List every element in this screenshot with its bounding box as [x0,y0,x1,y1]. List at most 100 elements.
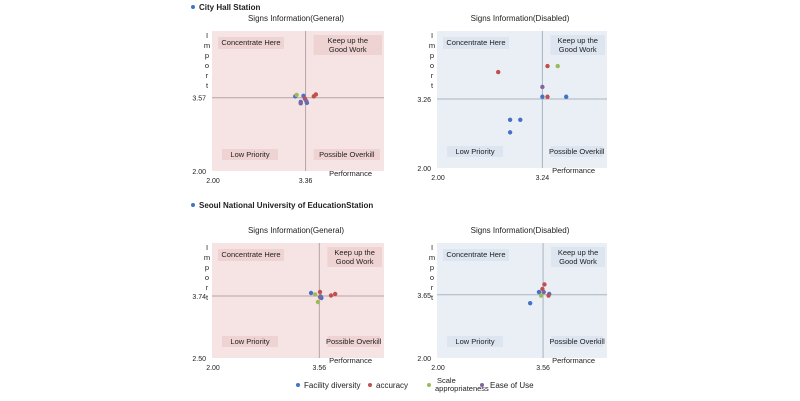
legend-label-line: Scale [437,376,456,385]
y-tick-label: 3.57 [192,96,206,103]
x-axis-label: Performance [552,166,595,175]
y-axis-label-letter: r [431,283,434,292]
y-axis-label-letter: I [206,243,208,252]
data-point [546,293,551,298]
x-tick-label: 2.00 [431,365,445,372]
legend-label-line: appropriateness [435,384,489,393]
chart-title: Signs Information(Disabled) [471,14,570,23]
data-point [294,92,299,98]
chart-title: Signs Information(General) [248,14,344,23]
data-point [328,293,334,298]
y-axis-label-letter: m [204,253,210,262]
quadrant-label-keep-up-the-good-work-box [551,247,605,267]
y-axis-label-letter: r [206,71,209,80]
y-tick-label: 3.74 [192,294,206,301]
y-tick-label: 2.00 [417,356,431,363]
data-point [332,291,338,297]
section-title: City Hall Station [199,3,260,12]
quadrant-label-keep-up-the-good-work: Good Work [559,45,597,54]
quadrant-label-concentrate-here: Concentrate Here [221,38,280,47]
data-point [518,117,523,122]
data-point [536,289,542,295]
y-tick-label: 3.26 [417,97,431,104]
y-tick-label: 3.65 [417,293,431,300]
y-tick-label: 2.00 [417,166,431,173]
quadrant-label-low-priority: Low Priority [455,147,494,156]
chart-title: Signs Information(General) [248,226,344,235]
x-tick-label: 2.00 [206,178,220,185]
chart-title: Signs Information(Disabled) [471,226,570,235]
legend-label: Facility diversity [304,381,360,390]
quadrant-label-concentrate-here-box [443,249,509,261]
chart-panels: Signs Information(General) Concentrate He… [192,14,607,372]
y-axis-label-letter: o [205,61,209,70]
quadrant-label-keep-up-the-good-work-box [327,247,382,267]
y-axis-label-letter: o [430,273,434,282]
quadrant-label-keep-up-the-good-work: Keep up the [558,248,598,257]
quadrant-label-low-priority-box [222,149,278,160]
y-axis-label-letter: r [206,283,209,292]
data-point [313,292,318,297]
y-axis-label-letter: t [206,293,209,302]
data-point [527,300,533,306]
quadrant-label-possible-overkill: Possible Overkill [319,150,375,159]
data-point [542,282,547,287]
quadrant-label-concentrate-here: Concentrate Here [446,250,505,259]
quadrant-label-keep-up-the-good-work: Keep up the [557,36,597,45]
data-point [304,98,309,104]
data-point [298,101,303,106]
quadrant-label-keep-up-the-good-work: Keep up the [334,248,374,257]
quadrant-label-keep-up-the-good-work: Good Work [329,45,367,54]
quadrant-label-low-priority-box [447,336,503,347]
x-tick-label: 3.56 [313,365,327,372]
y-axis-label-letter: p [430,263,434,272]
data-point [308,290,314,296]
data-point [496,69,501,75]
data-point [507,130,513,135]
chart-panel: Signs Information(General) Concentrate He… [192,226,384,372]
y-axis-label-letter: I [431,31,433,40]
data-point [540,84,545,90]
x-axis-label: Performance [329,356,372,365]
quadrant-label-concentrate-here-box [218,249,284,261]
quadrant-label-low-priority-box [447,146,503,157]
y-axis-label-letter: o [430,61,434,70]
x-tick-label: 3.56 [536,365,550,372]
y-axis-label-letter: t [431,293,434,302]
data-point [315,299,321,305]
chart-panel: Signs Information(Disabled) Concentrate H… [417,14,607,182]
legend-swatch-facility-diversity [296,383,300,387]
y-axis-label-letter: m [204,41,210,50]
data-point [313,92,319,97]
data-point [538,293,544,298]
y-axis-label-letter: p [205,51,209,60]
quadrant-label-keep-up-the-good-work-box [313,35,382,55]
data-point [541,289,546,295]
x-tick-label: 3.24 [536,175,550,182]
y-tick-label: 2.00 [192,169,206,176]
data-point [317,294,323,300]
legend: Facility diversity accuracy Scale approp… [296,376,534,393]
legend-swatch-accuracy [368,383,372,387]
data-point [540,94,545,99]
x-tick-label: 2.00 [431,175,445,182]
chart-panel: Signs Information(General) Concentrate He… [192,14,384,185]
y-axis-label-letter: o [205,273,209,282]
quadrant-label-possible-overkill-box [327,336,380,347]
y-axis-label-letter: r [431,71,434,80]
quadrant-label-possible-overkill: Possible Overkill [549,147,605,156]
quadrant-label-possible-overkill: Possible Overkill [326,337,382,346]
x-axis-label: Performance [329,169,372,178]
quadrant-label-possible-overkill: Possible Overkill [549,337,605,346]
quadrant-label-keep-up-the-good-work: Good Work [336,257,374,266]
data-point [507,117,513,122]
data-point [317,289,323,295]
x-tick-label: 3.36 [299,178,313,185]
quadrant-label-concentrate-here-box [218,37,284,49]
legend-label: accuracy [376,381,408,390]
y-axis-label-letter: I [431,243,433,252]
quadrant-label-low-priority-box [222,336,278,347]
quadrant-label-keep-up-the-good-work: Good Work [559,257,597,266]
quadrant-label-concentrate-here: Concentrate Here [221,250,280,259]
